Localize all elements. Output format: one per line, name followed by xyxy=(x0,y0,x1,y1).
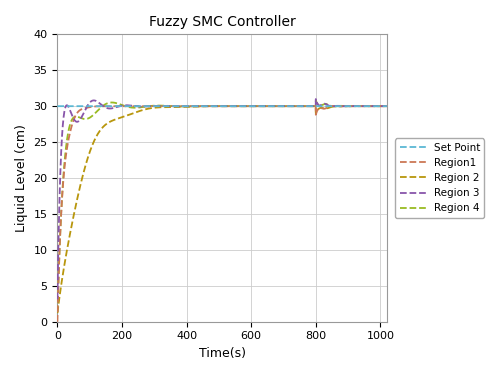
X-axis label: Time(s): Time(s) xyxy=(198,347,246,360)
Y-axis label: Liquid Level (cm): Liquid Level (cm) xyxy=(15,124,28,232)
Legend: Set Point, Region1, Region 2, Region 3, Region 4: Set Point, Region1, Region 2, Region 3, … xyxy=(396,138,484,218)
Title: Fuzzy SMC Controller: Fuzzy SMC Controller xyxy=(148,15,296,29)
